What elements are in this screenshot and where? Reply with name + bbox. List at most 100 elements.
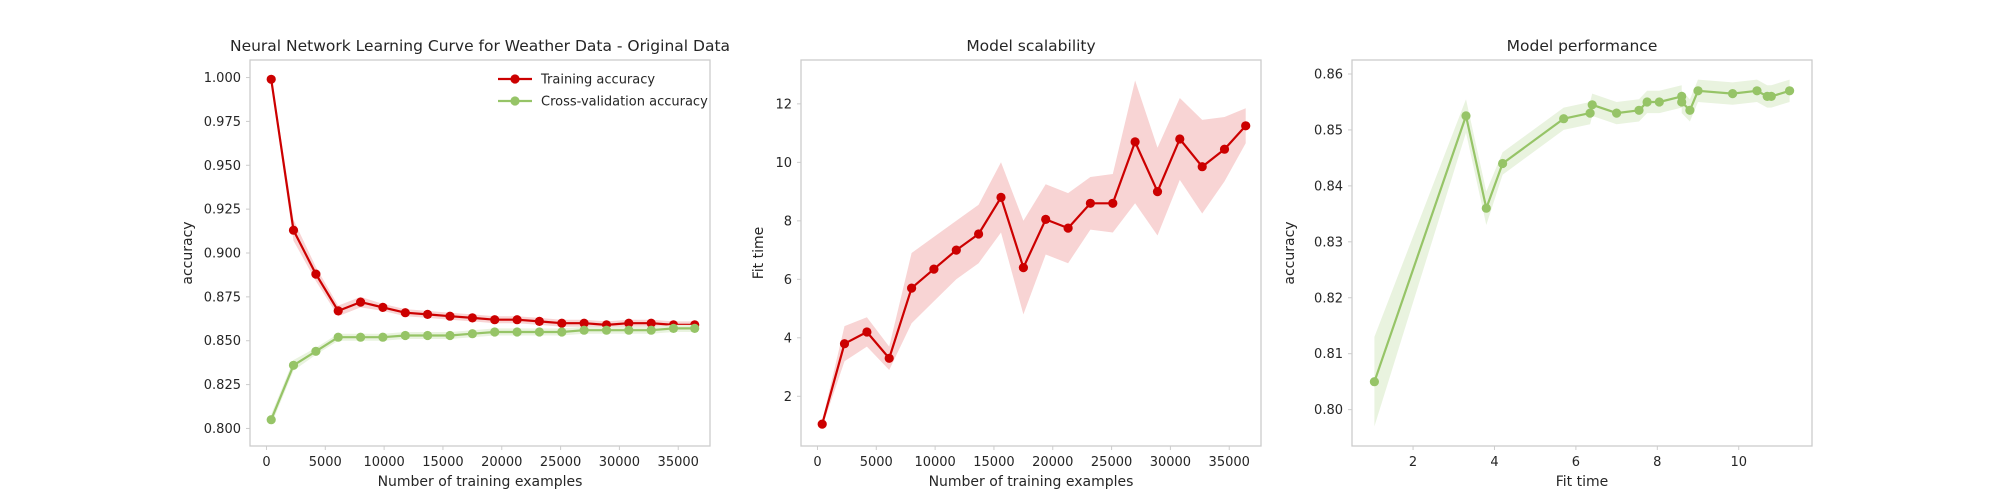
learning-curve-x-tick-label: 25000	[540, 455, 581, 470]
scalability-series-0-band	[822, 80, 1246, 427]
performance-y-tick-label: 0.82	[1314, 291, 1343, 306]
scalability-x-tick-label: 30000	[1150, 455, 1191, 470]
learning-curve-axes-frame	[249, 59, 711, 447]
performance-y-tick-label: 0.84	[1314, 179, 1343, 194]
learning-curve-series-0-point	[557, 318, 567, 328]
performance-series-0-line	[1373, 89, 1790, 383]
learning-curve-series-1-point	[534, 327, 545, 337]
learning-curve-series-0-point	[646, 318, 656, 328]
scalability-axes-frame	[800, 59, 1262, 447]
learning-curve-series-0-point	[266, 74, 276, 84]
performance-x-axis-label: Fit time	[1556, 474, 1609, 490]
scalability-series-0-point	[862, 327, 872, 337]
learning-curve-y-axis-label: accuracy	[180, 221, 196, 284]
scalability-y-tick-label: 2	[784, 390, 792, 405]
learning-curve-series-0-point	[467, 313, 477, 323]
scalability-series-0-point	[996, 192, 1006, 202]
scalability-x-tick-label: 10000	[914, 455, 955, 470]
learning-curve-y-tick-label: 0.925	[204, 203, 241, 218]
learning-curve-x-tick-label: 15000	[422, 455, 463, 470]
learning-curve-series-0-point	[423, 309, 433, 319]
learning-curve-y-tick-label: 1.000	[204, 71, 241, 86]
learning-curve-series-1-point	[512, 327, 522, 337]
learning-curve-series-1-point	[400, 330, 410, 341]
performance-series-0-point	[1369, 377, 1379, 387]
scalability-series-0-point	[907, 283, 917, 293]
learning-curve-series-0-point	[512, 315, 522, 325]
scalability-series-0-point	[951, 245, 961, 255]
performance-series-0-point	[1752, 86, 1762, 96]
learning-curve-series-1-point	[601, 325, 612, 335]
scalability-y-axis-label: Fit time	[751, 227, 767, 280]
learning-curve-series-1-point	[378, 332, 388, 342]
learning-curve-series-0-point	[445, 311, 455, 321]
legend-swatch-marker	[510, 96, 520, 106]
performance-y-axis-label: accuracy	[1282, 221, 1298, 284]
learning-curve-y-tick-label: 0.825	[204, 378, 241, 393]
learning-curve-series-1-point	[668, 323, 679, 333]
learning-curve-series-0-point	[378, 302, 388, 312]
learning-curve-series-1-point	[445, 330, 455, 341]
performance-title: Model performance	[1507, 37, 1658, 55]
scalability-series-0-point	[817, 419, 827, 429]
legend-label: Cross-validation accuracy	[541, 95, 708, 110]
learning-curve-series-1-point	[690, 323, 700, 333]
learning-curve-x-tick-label: 35000	[658, 455, 699, 470]
scalability-y-tick-label: 4	[784, 331, 792, 346]
learning-curve-series-0-point	[333, 306, 343, 316]
learning-curve-y-tick-label: 0.950	[204, 159, 241, 174]
learning-curve-title: Neural Network Learning Curve for Weathe…	[230, 37, 730, 55]
learning-curve-y-tick-label: 0.850	[204, 334, 241, 349]
performance-x-tick-label: 2	[1409, 455, 1417, 470]
performance-y-tick-label: 0.85	[1314, 123, 1343, 138]
learning-curve-y-tick-label: 0.800	[204, 422, 241, 437]
scalability-x-tick-label: 0	[813, 455, 821, 470]
scalability-series-0-point	[1219, 144, 1230, 154]
performance-series-0-point	[1481, 203, 1491, 213]
learning-curve-series-0-point	[356, 297, 366, 307]
performance-series-0-point	[1585, 108, 1595, 118]
scalability-series-0-point	[1041, 214, 1051, 224]
legend-label: Training accuracy	[540, 73, 655, 88]
learning-curve-series-1-point	[579, 325, 589, 335]
performance-panel: 2 4 6 8 10 0.80 0.81 0.82 0.83 0.84 0.85 0.86 Model …	[1282, 37, 1813, 490]
performance-x-tick-label: 8	[1653, 455, 1661, 470]
performance-series-0-point	[1587, 100, 1597, 110]
learning-curve-x-tick-label: 0	[262, 455, 270, 470]
performance-x-tick-label: 4	[1490, 455, 1498, 470]
learning-curve-series-1-point	[356, 332, 366, 342]
learning-curve-y-tick-label: 0.875	[204, 290, 241, 305]
performance-series-0-point	[1559, 114, 1569, 124]
learning-curve-series-0-band	[271, 74, 695, 329]
learning-curve-series-1-point	[423, 330, 433, 341]
learning-curve-series-0-point	[579, 318, 589, 328]
performance-series-0-point	[1654, 97, 1664, 107]
scalability-series-0-point	[884, 353, 894, 363]
performance-series-0-point	[1677, 97, 1687, 107]
performance-series-0-point	[1461, 111, 1471, 121]
performance-series-0-point	[1766, 91, 1776, 101]
scalability-series-0-point	[1063, 223, 1073, 233]
performance-series-0-point	[1634, 105, 1644, 115]
learning-curve-legend: Training accuracy Cross-validation accura…	[498, 73, 708, 110]
scalability-series-0-point	[1152, 187, 1163, 197]
performance-series-0-point	[1693, 86, 1703, 96]
scalability-x-tick-label: 35000	[1209, 455, 1250, 470]
learning-curve-series-0-point	[534, 316, 545, 326]
learning-curve-series-1-point	[646, 325, 656, 335]
scalability-title: Model scalability	[966, 37, 1095, 55]
scalability-series-0-point	[1018, 263, 1028, 273]
learning-curve-series-0-point	[624, 318, 634, 328]
learning-curve-series-0-point	[311, 269, 321, 279]
scalability-y-tick-label: 12	[775, 97, 792, 112]
performance-y-tick-label: 0.81	[1314, 347, 1343, 362]
performance-series-0-point	[1728, 89, 1738, 99]
learning-curve-series-1-point	[490, 327, 500, 337]
scalability-y-tick-label: 6	[784, 273, 792, 288]
learning-curve-series-0-line	[270, 79, 695, 326]
performance-series-0-point	[1685, 105, 1695, 115]
performance-series-0-band	[1374, 79, 1790, 427]
performance-series-0-point	[1642, 97, 1652, 107]
legend-swatch-marker	[510, 74, 520, 84]
